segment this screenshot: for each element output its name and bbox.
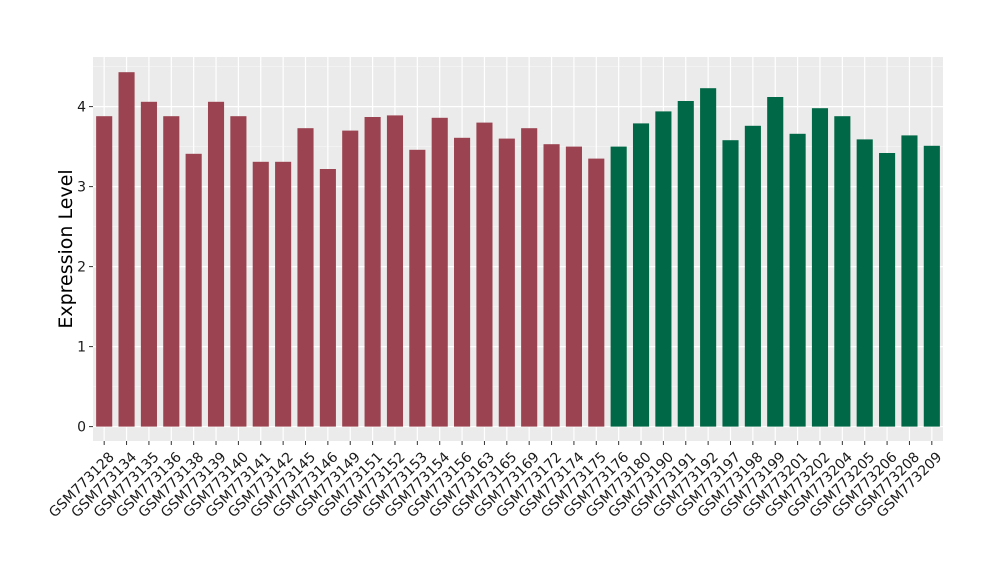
bar-GSM773142 (275, 161, 292, 427)
y-tick-label: 4 (77, 100, 86, 116)
bar-GSM773190 (655, 111, 672, 427)
bar-GSM773176 (610, 146, 627, 427)
bar-GSM773191 (677, 101, 694, 427)
bar-GSM773205 (856, 139, 873, 427)
bar-GSM773206 (879, 153, 896, 427)
bar-GSM773134 (118, 72, 135, 427)
bar-GSM773135 (140, 101, 157, 427)
bar-GSM773145 (297, 128, 314, 427)
bar-GSM773165 (498, 138, 515, 427)
bar-GSM773180 (632, 123, 650, 427)
bar-GSM773128 (96, 116, 113, 427)
bar-GSM773139 (207, 101, 225, 427)
bar-GSM773146 (319, 169, 336, 427)
bar-GSM773208 (901, 135, 918, 427)
bar-GSM773151 (364, 117, 381, 427)
bar-GSM773192 (700, 88, 717, 427)
bar-GSM773156 (454, 137, 471, 427)
bar-GSM773152 (386, 115, 404, 427)
bar-GSM773175 (588, 158, 605, 427)
y-axis-title: Expression Level (55, 169, 77, 328)
y-tick-label: 1 (77, 340, 86, 356)
bar-GSM773136 (163, 116, 180, 427)
bar-GSM773141 (252, 161, 269, 427)
bar-GSM773198 (744, 125, 761, 427)
y-axis: 0 1 2 3 4 (77, 100, 93, 436)
bar-GSM773201 (789, 133, 806, 427)
bar-GSM773199 (767, 97, 784, 427)
bar-GSM773140 (230, 116, 247, 427)
bar-GSM773202 (811, 108, 829, 427)
y-tick-label: 0 (77, 420, 86, 436)
bar-GSM773174 (565, 146, 582, 427)
bar-GSM773154 (431, 117, 448, 427)
bar-GSM773153 (409, 149, 426, 427)
y-tick-label: 2 (77, 260, 86, 276)
bars (96, 72, 940, 427)
bar-GSM773163 (476, 122, 493, 427)
bar-GSM773138 (185, 153, 202, 427)
x-axis: GSM773128GSM773134GSM773135GSM773136GSM7… (46, 441, 945, 521)
bar-GSM773197 (722, 140, 739, 427)
bar-GSM773149 (342, 130, 359, 427)
bar-GSM773204 (834, 116, 851, 427)
bar-GSM773172 (543, 144, 560, 427)
y-tick-label: 3 (77, 180, 86, 196)
bar-GSM773209 (923, 145, 940, 427)
bar-GSM773169 (521, 128, 538, 427)
